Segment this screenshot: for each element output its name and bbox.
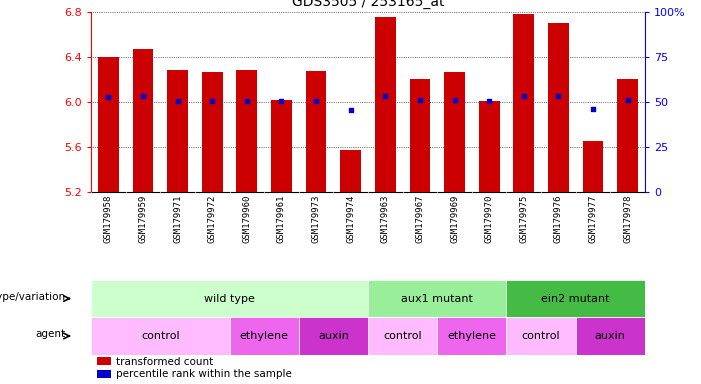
Text: control: control	[522, 331, 560, 341]
Text: GSM179973: GSM179973	[312, 195, 320, 243]
Text: wild type: wild type	[204, 293, 255, 304]
Point	[380, 93, 391, 99]
Text: transformed count: transformed count	[116, 356, 213, 367]
Bar	[236, 70, 257, 192]
Bar	[368, 317, 437, 355]
Bar	[306, 71, 327, 192]
Text: GSM179974: GSM179974	[346, 195, 355, 243]
Point	[518, 93, 529, 99]
Bar	[299, 317, 368, 355]
Text: control: control	[383, 331, 422, 341]
Text: GSM179961: GSM179961	[277, 195, 286, 243]
Text: GSM179969: GSM179969	[450, 195, 459, 243]
Point	[207, 98, 218, 104]
Point	[345, 107, 356, 113]
Point	[137, 93, 149, 99]
Text: GSM179960: GSM179960	[243, 195, 252, 243]
Text: GSM179975: GSM179975	[519, 195, 529, 243]
Point	[311, 98, 322, 104]
Text: ethylene: ethylene	[447, 331, 496, 341]
Text: GSM179958: GSM179958	[104, 195, 113, 243]
Point	[414, 96, 426, 103]
Text: GSM179971: GSM179971	[173, 195, 182, 243]
Bar	[91, 317, 230, 355]
Bar	[507, 317, 576, 355]
Text: auxin: auxin	[595, 331, 626, 341]
Text: GSM179978: GSM179978	[623, 195, 632, 243]
Text: agent: agent	[36, 329, 66, 339]
Text: control: control	[141, 331, 179, 341]
Text: auxin: auxin	[318, 331, 349, 341]
Bar	[437, 317, 506, 355]
Bar	[409, 79, 430, 192]
Bar	[132, 49, 154, 192]
Bar	[375, 17, 396, 192]
Text: ein2 mutant: ein2 mutant	[541, 293, 610, 304]
Bar	[479, 101, 500, 192]
Point	[622, 96, 633, 103]
Point	[103, 94, 114, 100]
Bar	[583, 141, 604, 192]
Text: GSM179976: GSM179976	[554, 195, 563, 243]
Point	[484, 98, 495, 104]
Text: GSM179959: GSM179959	[139, 195, 147, 243]
Text: aux1 mutant: aux1 mutant	[401, 293, 473, 304]
Bar	[97, 357, 111, 365]
Bar	[97, 370, 111, 378]
Point	[449, 96, 460, 103]
Point	[587, 106, 599, 112]
Title: GDS3505 / 253165_at: GDS3505 / 253165_at	[292, 0, 444, 9]
Text: GSM179963: GSM179963	[381, 195, 390, 243]
Point	[241, 98, 252, 104]
Point	[553, 93, 564, 99]
Bar	[368, 280, 507, 317]
Text: ethylene: ethylene	[240, 331, 289, 341]
Text: GSM179967: GSM179967	[416, 195, 424, 243]
Text: GSM179977: GSM179977	[589, 195, 597, 243]
Text: GSM179972: GSM179972	[207, 195, 217, 243]
Bar	[576, 317, 645, 355]
Bar	[618, 79, 638, 192]
Bar	[230, 317, 299, 355]
Bar	[271, 99, 292, 192]
Bar	[444, 73, 465, 192]
Bar	[341, 150, 361, 192]
Bar	[548, 23, 569, 192]
Bar	[513, 14, 534, 192]
Bar	[168, 70, 188, 192]
Point	[172, 98, 183, 104]
Text: percentile rank within the sample: percentile rank within the sample	[116, 369, 292, 379]
Text: GSM179970: GSM179970	[484, 195, 494, 243]
Bar	[202, 73, 223, 192]
Point	[276, 98, 287, 104]
Bar	[98, 56, 119, 192]
Bar	[91, 280, 368, 317]
Bar	[507, 280, 645, 317]
Text: genotype/variation: genotype/variation	[0, 292, 66, 302]
